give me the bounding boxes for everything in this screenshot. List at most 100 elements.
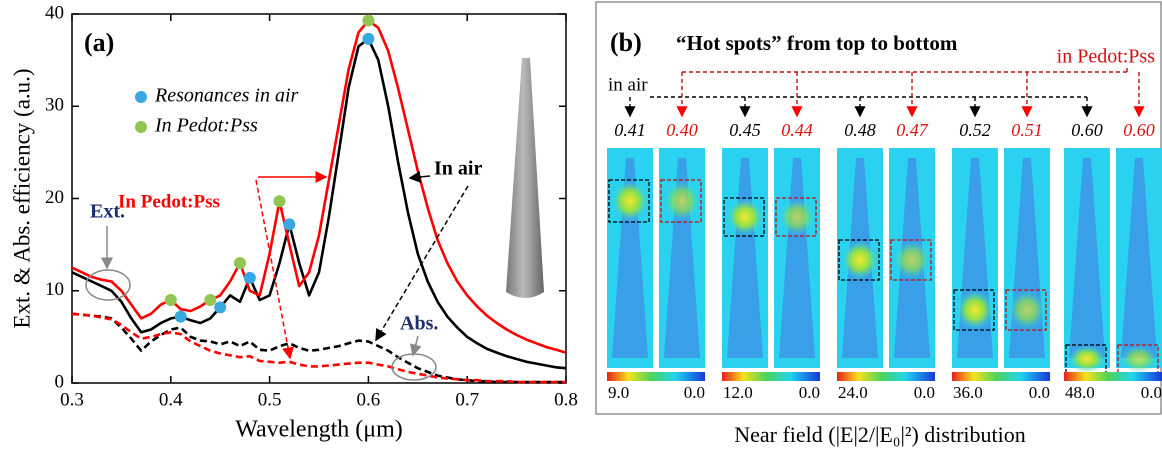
resonance-marker — [243, 271, 256, 284]
hot-spot-box — [775, 197, 817, 237]
highlight — [391, 353, 437, 381]
x-tick-label: 0.3 — [60, 389, 84, 410]
resonance-marker — [174, 310, 187, 323]
resonance-marker — [362, 32, 375, 45]
field-cone — [779, 158, 815, 358]
annotation: Ext. — [90, 201, 125, 223]
hot-spot-box — [723, 197, 765, 237]
field-cone — [664, 158, 700, 358]
colorbar-max: 36.0 — [953, 383, 983, 402]
hot-spot — [1120, 345, 1158, 373]
resonance-marker — [283, 218, 296, 231]
x-axis-label: Wavelength (μm) — [235, 417, 403, 443]
nanocone — [506, 58, 544, 298]
colorbar-max: 48.0 — [1065, 383, 1095, 402]
wavelength-label: 0.41 — [614, 120, 646, 140]
panel-a: 0.3 0.4 0.5 0.6 0.7 0.8 0 10 20 30 40 Wavelength (μ… — [9, 2, 578, 442]
wavelength-label: 0.44 — [781, 120, 813, 140]
colorbar-max: 9.0 — [608, 383, 629, 402]
caption: Near field (|E|2/|E₀|²) distribution — [734, 422, 1026, 447]
field-cone — [727, 158, 763, 358]
hot-spot — [663, 180, 701, 222]
colorbar — [1064, 372, 1162, 381]
annotation: Abs. — [400, 313, 438, 335]
curve — [71, 19, 567, 354]
panel-b: (b) “Hot spots” from top to bottom in air i… — [595, 1, 1162, 447]
colorbar-min: 0.0 — [1141, 383, 1162, 402]
x-tick-label: 0.4 — [159, 389, 183, 410]
colorbar-min: 0.0 — [914, 383, 935, 402]
colorbar — [722, 372, 820, 381]
field-cone — [1069, 158, 1105, 358]
annotation: In air — [434, 158, 482, 180]
panel-title: “Hot spots” from top to bottom — [676, 31, 958, 55]
arrow — [375, 185, 469, 342]
wavelength-label: 0.52 — [959, 120, 991, 140]
legend-label: In Pedot:Pss — [154, 115, 258, 137]
arrow — [408, 170, 431, 183]
panel-label: (b) — [610, 28, 642, 57]
resonance-marker — [214, 301, 227, 314]
series-label: in air — [608, 74, 648, 95]
wavelength-label: 0.60 — [1071, 120, 1103, 140]
legend-marker — [135, 91, 147, 103]
colorbar-max: 24.0 — [838, 383, 868, 402]
y-tick-label: 30 — [45, 95, 64, 116]
hot-spot — [726, 198, 764, 236]
hot-spot-box — [890, 239, 932, 281]
highlight — [85, 269, 131, 301]
x-tick-label: 0.5 — [258, 389, 282, 410]
resonance-marker — [233, 257, 246, 270]
plot-frame — [71, 13, 567, 384]
wavelength-label: 0.48 — [844, 120, 876, 140]
x-tick-label: 0.8 — [554, 389, 578, 410]
wavelength-label: 0.47 — [896, 120, 929, 140]
resonance-marker — [204, 293, 217, 306]
x-tick-label: 0.6 — [357, 389, 381, 410]
curve — [71, 37, 567, 370]
arrow — [409, 335, 422, 357]
y-tick-label: 20 — [45, 187, 64, 208]
legend-marker — [135, 121, 147, 133]
wavelength-label: 0.60 — [1123, 120, 1155, 140]
panel-label: (a) — [84, 28, 114, 57]
resonance-marker — [273, 195, 286, 208]
hot-spot-box — [660, 179, 702, 223]
field-cone — [1121, 158, 1157, 358]
y-tick-label: 40 — [45, 2, 64, 23]
y-axis-label: Ext. & Abs. efficiency (a.u.) — [9, 68, 34, 328]
field-cone — [612, 158, 648, 358]
legend-label: Resonances in air — [154, 85, 299, 107]
hot-spot — [1068, 345, 1106, 373]
resonance-marker — [164, 293, 177, 306]
arrow — [255, 179, 294, 360]
hot-spot — [778, 198, 816, 236]
wavelength-label: 0.45 — [729, 120, 761, 140]
colorbar-min: 0.0 — [684, 383, 705, 402]
series-label: in Pedot:Pss — [1057, 46, 1156, 68]
colorbar — [837, 372, 935, 381]
hot-spot-box — [608, 179, 650, 223]
curve — [71, 312, 566, 384]
colorbar-min: 0.0 — [799, 383, 820, 402]
wavelength-label: 0.40 — [666, 120, 698, 140]
hot-spot — [1008, 290, 1046, 330]
colorbar-max: 12.0 — [723, 383, 753, 402]
y-tick-label: 0 — [55, 371, 65, 392]
x-tick-label: 0.7 — [455, 389, 479, 410]
colorbar — [952, 372, 1050, 381]
wavelength-label: 0.51 — [1011, 120, 1043, 140]
curve — [71, 312, 566, 384]
hot-spot-box — [953, 289, 995, 331]
annotation: In Pedot:Pss — [118, 191, 220, 212]
colorbar — [607, 372, 705, 381]
hot-spot-box — [838, 239, 880, 281]
y-tick-label: 10 — [45, 279, 64, 300]
hot-spot — [893, 240, 931, 280]
colorbar-min: 0.0 — [1029, 383, 1050, 402]
hot-spot — [956, 290, 994, 330]
hot-spot — [611, 180, 649, 222]
resonance-marker — [362, 14, 375, 27]
hot-spot-box — [1005, 289, 1047, 331]
